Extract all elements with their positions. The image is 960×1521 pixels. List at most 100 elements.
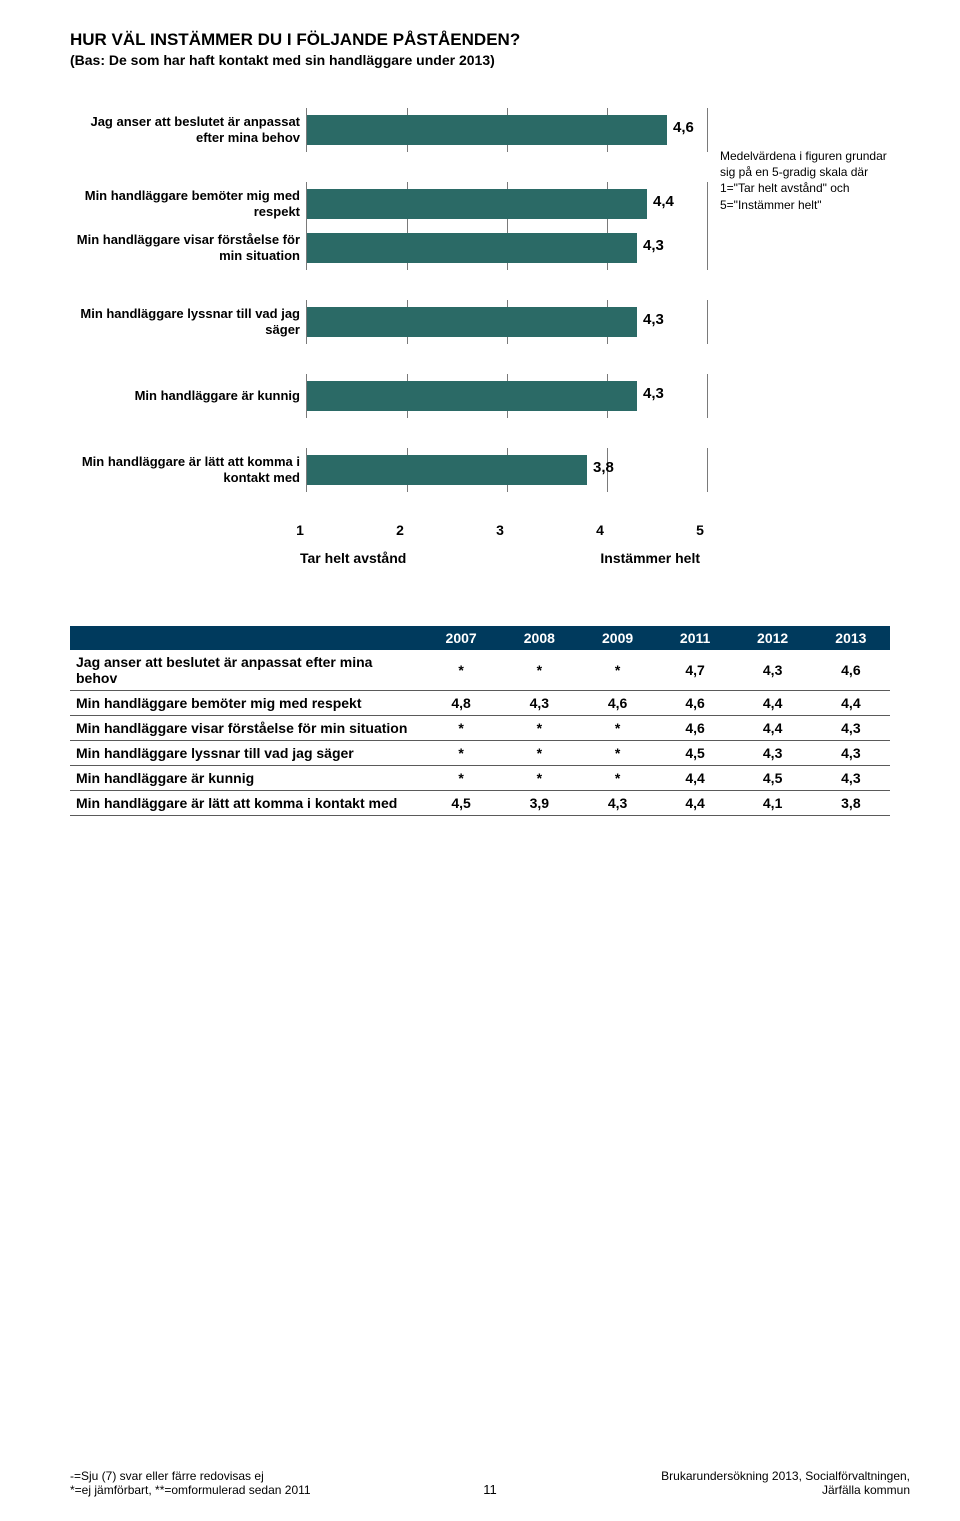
table-cell: 4,4 — [734, 716, 812, 741]
table-rowhead: Min handläggare är kunnig — [70, 766, 422, 791]
table-cell: 4,6 — [657, 716, 734, 741]
table-rowhead: Jag anser att beslutet är anpassat efter… — [70, 650, 422, 691]
chart-value: 3,8 — [593, 459, 614, 476]
footer-page-number: 11 — [483, 1482, 497, 1497]
table-row: Jag anser att beslutet är anpassat efter… — [70, 650, 890, 691]
table-cell: 4,4 — [734, 691, 812, 716]
table-cell: 4,3 — [812, 716, 890, 741]
table-cell: * — [500, 766, 578, 791]
chart-row-label: Min handläggare är kunnig — [70, 388, 306, 404]
chart-bar — [307, 189, 647, 219]
table-rowhead: Min handläggare visar förståelse för min… — [70, 716, 422, 741]
axis-tick: 2 — [396, 522, 404, 538]
chart-row-label: Min handläggare är lätt att komma i kont… — [70, 454, 306, 487]
chart-row: Min handläggare visar förståelse för min… — [70, 226, 710, 270]
bar-chart: Jag anser att beslutet är anpassat efter… — [70, 108, 710, 566]
table-cell: 4,4 — [657, 791, 734, 816]
table-cell: 4,4 — [812, 691, 890, 716]
table-cell: * — [422, 716, 500, 741]
chart-bar — [307, 307, 637, 337]
chart-row: Min handläggare lyssnar till vad jag säg… — [70, 300, 710, 344]
table-cell: 4,3 — [812, 766, 890, 791]
chart-plot: 4,3 — [306, 374, 707, 418]
table-cell: 4,7 — [657, 650, 734, 691]
table-cell: * — [578, 650, 656, 691]
table-cell: 4,6 — [578, 691, 656, 716]
table-cell: 4,5 — [657, 741, 734, 766]
table-cell: * — [578, 716, 656, 741]
chart-plot: 4,6 — [306, 108, 707, 152]
chart-plot: 4,3 — [306, 300, 707, 344]
chart-plot: 4,4 — [306, 182, 707, 226]
footer-right-line1: Brukarundersökning 2013, Socialförvaltni… — [661, 1469, 910, 1483]
chart-plot: 4,3 — [306, 226, 707, 270]
table-row: Min handläggare lyssnar till vad jag säg… — [70, 741, 890, 766]
chart-callout: Medelvärdena i figuren grundar sig på en… — [720, 148, 900, 213]
chart-value: 4,4 — [653, 193, 674, 210]
table-cell: 4,3 — [578, 791, 656, 816]
table-row: Min handläggare visar förståelse för min… — [70, 716, 890, 741]
chart-row: Min handläggare bemöter mig med respekt 4… — [70, 182, 710, 226]
table-cell: 4,6 — [812, 650, 890, 691]
table-cell: * — [578, 741, 656, 766]
chart-value: 4,3 — [643, 237, 664, 254]
chart-axis-labels: Tar helt avstånd Instämmer helt — [70, 550, 710, 566]
table-cell: 4,5 — [422, 791, 500, 816]
chart-row-label: Jag anser att beslutet är anpassat efter… — [70, 114, 306, 147]
footer-right: Brukarundersökning 2013, Socialförvaltni… — [661, 1469, 910, 1497]
axis-tick: 3 — [496, 522, 504, 538]
table-cell: 4,3 — [734, 650, 812, 691]
table-cell: 4,3 — [734, 741, 812, 766]
axis-right-label: Instämmer helt — [600, 550, 700, 566]
table-header: 2012 — [734, 626, 812, 650]
table-cell: * — [500, 650, 578, 691]
table-cell: * — [422, 741, 500, 766]
chart-bar — [307, 233, 637, 263]
table-cell: 4,3 — [500, 691, 578, 716]
table-rowhead: Min handläggare lyssnar till vad jag säg… — [70, 741, 422, 766]
table-row: Min handläggare är lätt att komma i kont… — [70, 791, 890, 816]
table-cell: * — [422, 766, 500, 791]
table-cell: * — [422, 650, 500, 691]
axis-left-label: Tar helt avstånd — [300, 550, 406, 566]
chart-bar — [307, 455, 587, 485]
chart-value: 4,3 — [643, 311, 664, 328]
footer-left: -=Sju (7) svar eller färre redovisas ej … — [70, 1469, 311, 1497]
table-cell: 4,6 — [657, 691, 734, 716]
table-row: Min handläggare är kunnig***4,44,54,3 — [70, 766, 890, 791]
axis-tick: 4 — [596, 522, 604, 538]
table-cell: * — [578, 766, 656, 791]
table-rowhead: Min handläggare är lätt att komma i kont… — [70, 791, 422, 816]
table-header — [70, 626, 422, 650]
footer-left-line1: -=Sju (7) svar eller färre redovisas ej — [70, 1469, 311, 1483]
table-row: Min handläggare bemöter mig med respekt 4… — [70, 691, 890, 716]
chart-bar — [307, 115, 667, 145]
chart-row-label: Min handläggare lyssnar till vad jag säg… — [70, 306, 306, 339]
table-header: 2007 — [422, 626, 500, 650]
table-cell: 3,9 — [500, 791, 578, 816]
chart-value: 4,6 — [673, 119, 694, 136]
table-cell: * — [500, 716, 578, 741]
chart-row: Min handläggare är kunnig 4,3 — [70, 374, 710, 418]
chart-row-label: Min handläggare bemöter mig med respekt — [70, 188, 306, 221]
table-cell: * — [500, 741, 578, 766]
chart-row: Jag anser att beslutet är anpassat efter… — [70, 108, 710, 152]
page-footer: -=Sju (7) svar eller färre redovisas ej … — [70, 1469, 910, 1497]
table-rowhead: Min handläggare bemöter mig med respekt — [70, 691, 422, 716]
chart-bar — [307, 381, 637, 411]
chart-row: Min handläggare är lätt att komma i kont… — [70, 448, 710, 492]
table-cell: 4,5 — [734, 766, 812, 791]
table-cell: 3,8 — [812, 791, 890, 816]
axis-tick: 1 — [296, 522, 304, 538]
table-cell: 4,1 — [734, 791, 812, 816]
table-header: 2013 — [812, 626, 890, 650]
footer-right-line2: Järfälla kommun — [661, 1483, 910, 1497]
chart-plot: 3,8 — [306, 448, 707, 492]
table-header: 2011 — [657, 626, 734, 650]
chart-value: 4,3 — [643, 385, 664, 402]
chart-axis: 12345 — [70, 522, 710, 542]
table-header: 2008 — [500, 626, 578, 650]
table-cell: 4,3 — [812, 741, 890, 766]
table-cell: 4,4 — [657, 766, 734, 791]
table-header: 2009 — [578, 626, 656, 650]
